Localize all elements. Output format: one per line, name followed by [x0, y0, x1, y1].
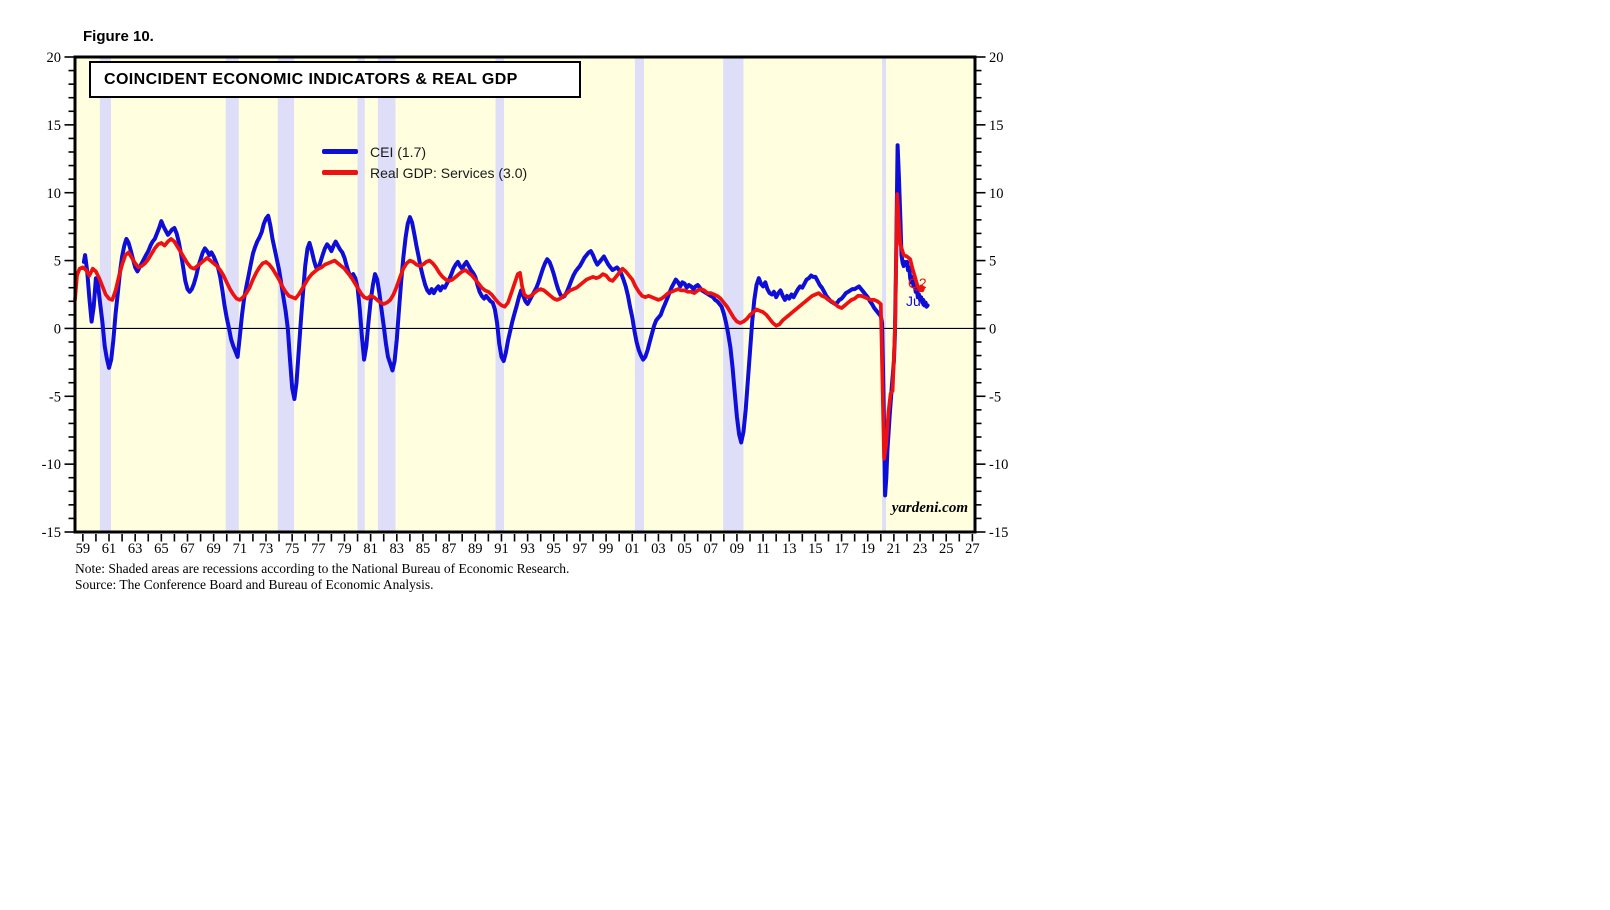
x-tick-label: 77: [311, 541, 326, 557]
x-tick-label: 95: [547, 541, 562, 557]
x-tick-label: 67: [180, 541, 195, 557]
x-tick-label: 15: [808, 541, 823, 557]
gdp-services-line-swatch: [322, 170, 358, 175]
x-tick-label: 81: [363, 541, 378, 557]
x-tick-label: 79: [337, 541, 352, 557]
x-tick-label: 01: [625, 541, 640, 557]
x-tick-label: 11: [756, 541, 770, 557]
x-tick-label: 99: [599, 541, 614, 557]
y-tick-label-left: 15: [47, 118, 62, 134]
y-tick-label-right: -15: [989, 525, 1008, 541]
x-tick-label: 19: [860, 541, 875, 557]
x-tick-label: 25: [939, 541, 954, 557]
x-tick-label: 73: [259, 541, 274, 557]
x-tick-label: 13: [782, 541, 797, 557]
gdp-services-line: [73, 192, 926, 461]
x-tick-label: 59: [76, 541, 91, 557]
recession-band: [723, 57, 744, 532]
x-tick-label: 05: [677, 541, 692, 557]
source-text: Source: The Conference Board and Bureau …: [75, 577, 434, 592]
x-tick-label: 85: [416, 541, 431, 557]
x-tick-label: 83: [390, 541, 405, 557]
chart-title: COINCIDENT ECONOMIC INDICATORS & REAL GD…: [104, 70, 518, 88]
cei-line-swatch: [322, 149, 358, 154]
x-tick-label: 61: [102, 541, 117, 557]
x-tick-label: 63: [128, 541, 143, 557]
x-tick-label: 89: [468, 541, 483, 557]
x-tick-label: 87: [442, 541, 457, 557]
y-tick-label-right: -5: [989, 389, 1001, 405]
recession-band: [495, 57, 505, 532]
y-tick-label-left: -10: [42, 457, 61, 473]
cei-legend-label: CEI (1.7): [370, 143, 427, 160]
legend-item-cei: CEI (1.7): [322, 141, 527, 162]
plot-border: [73, 55, 977, 534]
y-tick-label-right: 0: [989, 322, 996, 338]
recession-band: [882, 57, 887, 532]
gdp-end-label: Q2: [908, 275, 927, 291]
x-tick-label: 09: [730, 541, 745, 557]
chart-title-box: COINCIDENT ECONOMIC INDICATORS & REAL GD…: [89, 61, 581, 98]
y-tick-label-left: 5: [54, 254, 61, 270]
y-tick-label-right: 15: [989, 118, 1004, 134]
x-tick-label: 07: [704, 541, 719, 557]
x-tick-label: 17: [834, 541, 849, 557]
cei-end-label: Jul: [906, 293, 924, 309]
x-tick-label: 75: [285, 541, 300, 557]
y-tick-label-right: 10: [989, 186, 1004, 202]
y-tick-label-right: 20: [989, 50, 1004, 66]
x-tick-label: 97: [573, 541, 588, 557]
x-tick-label: 91: [494, 541, 509, 557]
recession-band: [377, 57, 396, 532]
note-text: Note: Shaded areas are recessions accord…: [75, 561, 570, 576]
figure-label: Figure 10.: [83, 28, 154, 45]
y-tick-label-left: 10: [47, 186, 62, 202]
x-tick-label: 21: [887, 541, 902, 557]
y-tick-label-right: -10: [989, 457, 1008, 473]
x-tick-label: 65: [154, 541, 169, 557]
y-tick-label-left: 0: [54, 322, 61, 338]
y-tick-label-left: -15: [42, 525, 61, 541]
y-tick-label-right: 5: [989, 254, 996, 270]
x-tick-label: 93: [520, 541, 535, 557]
x-tick-label: 69: [206, 541, 221, 557]
legend-item-gdp: Real GDP: Services (3.0): [322, 162, 527, 183]
x-tick-label: 03: [651, 541, 666, 557]
legend: CEI (1.7) Real GDP: Services (3.0): [322, 141, 527, 183]
x-tick-label: 23: [913, 541, 928, 557]
x-tick-label: 71: [233, 541, 248, 557]
x-tick-label: 27: [965, 541, 980, 557]
gdp-services-legend-label: Real GDP: Services (3.0): [370, 164, 528, 181]
watermark: yardeni.com: [891, 500, 968, 516]
y-tick-label-left: 20: [47, 50, 62, 66]
y-tick-label-left: -5: [49, 389, 61, 405]
